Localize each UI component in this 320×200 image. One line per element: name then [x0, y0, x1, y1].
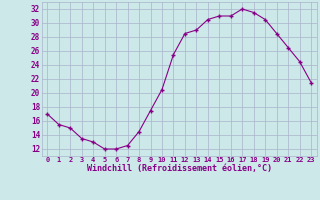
X-axis label: Windchill (Refroidissement éolien,°C): Windchill (Refroidissement éolien,°C)	[87, 164, 272, 173]
